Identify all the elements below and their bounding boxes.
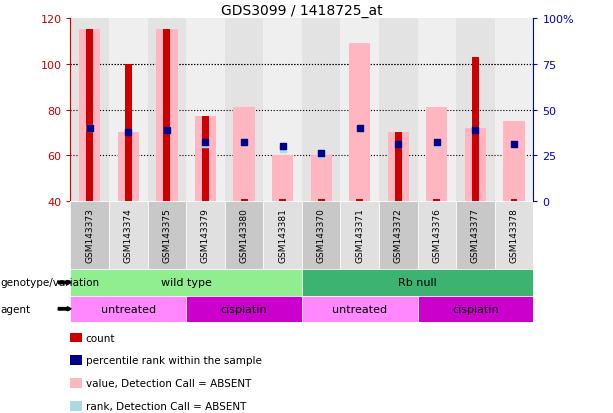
Point bbox=[316, 150, 326, 157]
Bar bbox=[340, 202, 379, 270]
Point bbox=[355, 125, 365, 132]
Bar bbox=[387, 133, 409, 202]
Text: GSM143377: GSM143377 bbox=[471, 207, 480, 262]
Bar bbox=[156, 30, 178, 202]
Text: GSM143374: GSM143374 bbox=[124, 207, 133, 262]
Bar bbox=[417, 202, 456, 270]
Bar bbox=[70, 270, 302, 296]
Bar bbox=[379, 19, 417, 202]
Point bbox=[85, 125, 94, 132]
Text: value, Detection Call = ABSENT: value, Detection Call = ABSENT bbox=[86, 378, 251, 388]
Bar bbox=[148, 202, 186, 270]
Bar bbox=[417, 19, 456, 202]
Text: GSM143375: GSM143375 bbox=[162, 207, 172, 262]
Bar bbox=[340, 19, 379, 202]
Bar bbox=[433, 199, 440, 202]
Text: GSM143371: GSM143371 bbox=[356, 207, 364, 262]
Text: percentile rank within the sample: percentile rank within the sample bbox=[86, 356, 262, 366]
Bar bbox=[472, 57, 479, 202]
Bar bbox=[109, 202, 148, 270]
Bar bbox=[195, 117, 216, 202]
Bar bbox=[186, 296, 302, 322]
Bar bbox=[86, 30, 93, 202]
Point bbox=[509, 141, 519, 148]
Bar bbox=[511, 199, 517, 202]
Bar bbox=[318, 199, 325, 202]
Bar bbox=[225, 202, 264, 270]
Point bbox=[85, 125, 94, 132]
Bar bbox=[272, 156, 293, 202]
Bar bbox=[234, 108, 254, 202]
Text: wild type: wild type bbox=[161, 278, 211, 288]
Title: GDS3099 / 1418725_at: GDS3099 / 1418725_at bbox=[221, 4, 383, 18]
Bar bbox=[264, 202, 302, 270]
Point bbox=[200, 139, 210, 146]
Bar bbox=[264, 19, 302, 202]
Point bbox=[278, 144, 287, 150]
Text: genotype/variation: genotype/variation bbox=[1, 278, 100, 288]
Text: agent: agent bbox=[1, 304, 31, 314]
Point bbox=[394, 141, 403, 148]
Text: GSM143372: GSM143372 bbox=[394, 207, 403, 262]
Text: Rb null: Rb null bbox=[398, 278, 437, 288]
Text: GSM143380: GSM143380 bbox=[240, 207, 248, 262]
Point bbox=[278, 146, 287, 152]
Bar bbox=[495, 19, 533, 202]
Bar bbox=[495, 202, 533, 270]
Bar bbox=[465, 128, 486, 202]
Text: cisplatin: cisplatin bbox=[452, 304, 499, 314]
Point bbox=[471, 128, 481, 134]
Text: GSM143376: GSM143376 bbox=[432, 207, 441, 262]
Text: count: count bbox=[86, 333, 115, 343]
Bar bbox=[503, 122, 525, 202]
Bar bbox=[225, 19, 264, 202]
Bar bbox=[164, 30, 170, 202]
Bar bbox=[70, 202, 109, 270]
Bar bbox=[240, 199, 248, 202]
Bar bbox=[70, 296, 186, 322]
Bar bbox=[356, 199, 364, 202]
Bar bbox=[70, 19, 109, 202]
Text: rank, Detection Call = ABSENT: rank, Detection Call = ABSENT bbox=[86, 401, 246, 411]
Bar bbox=[118, 133, 139, 202]
Point bbox=[200, 141, 210, 148]
Bar bbox=[202, 117, 209, 202]
Point bbox=[239, 139, 249, 146]
Text: GSM143378: GSM143378 bbox=[509, 207, 519, 262]
Bar bbox=[456, 19, 495, 202]
Bar bbox=[349, 44, 370, 202]
Bar bbox=[417, 296, 533, 322]
Bar bbox=[311, 156, 332, 202]
Bar bbox=[79, 30, 101, 202]
Bar bbox=[186, 19, 225, 202]
Bar bbox=[426, 108, 447, 202]
Bar bbox=[109, 19, 148, 202]
Point bbox=[432, 139, 442, 146]
Bar bbox=[302, 270, 533, 296]
Text: untreated: untreated bbox=[101, 304, 156, 314]
Text: cisplatin: cisplatin bbox=[221, 304, 267, 314]
Point bbox=[316, 153, 326, 159]
Bar bbox=[379, 202, 417, 270]
Text: untreated: untreated bbox=[332, 304, 387, 314]
Bar bbox=[125, 64, 132, 202]
Point bbox=[123, 130, 133, 136]
Point bbox=[239, 139, 249, 146]
Bar bbox=[302, 202, 340, 270]
Text: GSM143381: GSM143381 bbox=[278, 207, 287, 262]
Text: GSM143379: GSM143379 bbox=[201, 207, 210, 262]
Bar bbox=[395, 133, 402, 202]
Bar bbox=[456, 202, 495, 270]
Bar bbox=[302, 19, 340, 202]
Bar bbox=[302, 296, 417, 322]
Text: GSM143373: GSM143373 bbox=[85, 207, 94, 262]
Bar bbox=[148, 19, 186, 202]
Point bbox=[162, 128, 172, 134]
Text: GSM143370: GSM143370 bbox=[317, 207, 326, 262]
Bar bbox=[279, 199, 286, 202]
Point bbox=[432, 141, 442, 148]
Bar bbox=[186, 202, 225, 270]
